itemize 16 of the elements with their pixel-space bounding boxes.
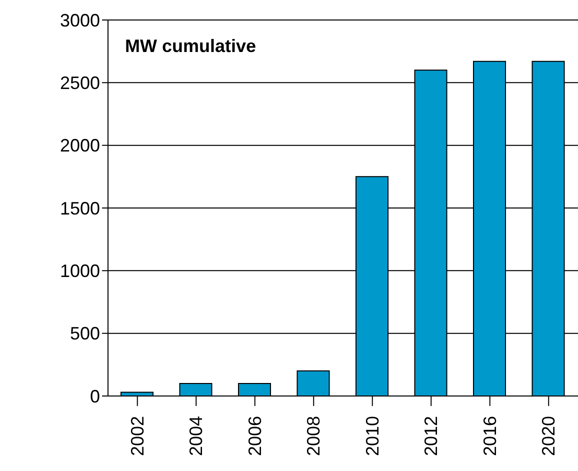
text: MW cumulative (121, 36, 260, 57)
x-tick-label: 2006 (244, 416, 265, 456)
y-tick-label: 500 (70, 324, 100, 344)
x-tick-label: 2008 (304, 416, 324, 456)
x-tick-label: 2012 (421, 416, 442, 456)
y-tick-label: 3000 (60, 10, 100, 30)
x-tick-label: 2016 (480, 416, 500, 456)
x-tick-label: 2002 (127, 416, 148, 456)
y-tick-label: 2500 (60, 73, 100, 94)
y-tick-label: 0 (90, 386, 100, 406)
x-tick-label: 2020 (538, 416, 559, 456)
x-tick-label: 2010 (362, 416, 382, 456)
y-tick-label: 1500 (60, 198, 100, 218)
y-tick-label: 1000 (60, 261, 100, 282)
y-tick-label: 2000 (60, 136, 100, 156)
x-tick-label: 2004 (186, 416, 206, 456)
